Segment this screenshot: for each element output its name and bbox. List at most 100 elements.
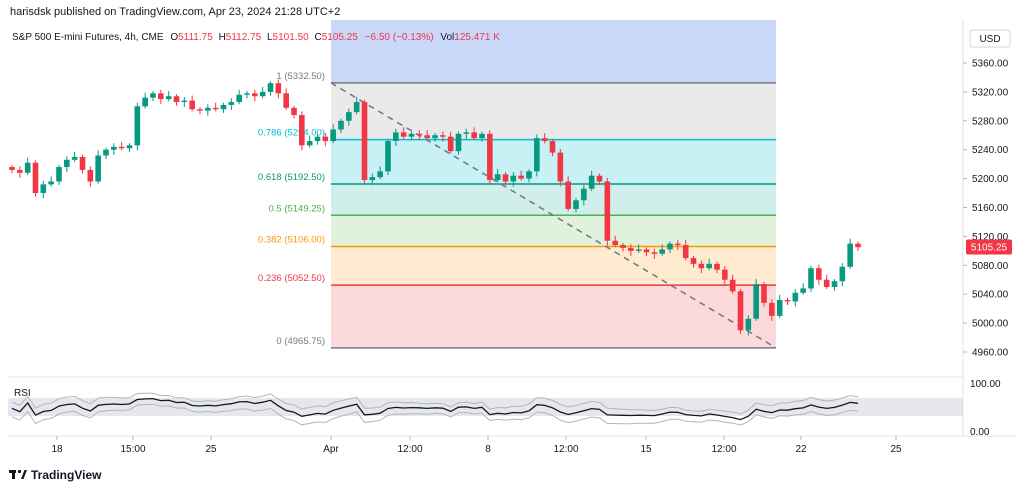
candles <box>9 79 861 336</box>
candle-body <box>612 240 618 246</box>
candle-body <box>698 263 705 269</box>
price-tick-label: 5360.00 <box>972 59 1009 70</box>
candle-body <box>816 268 822 280</box>
price-tick-label: 5000.00 <box>972 319 1009 330</box>
last-price-label: 5105.25 <box>971 243 1008 254</box>
price-tick-label: 5320.00 <box>972 87 1009 98</box>
time-tick-label: 25 <box>205 444 217 455</box>
candle-body <box>338 120 344 130</box>
candle-body <box>361 102 368 181</box>
candle-body <box>502 174 509 182</box>
candle-body <box>722 269 728 280</box>
candle-body <box>393 132 399 142</box>
candle-body <box>252 93 258 97</box>
low-value: 5101.50 <box>273 32 310 43</box>
candle-body <box>588 175 595 189</box>
legend: S&P 500 E-mini Futures, 4h, CME O5111.75… <box>12 32 500 43</box>
svg-text:S&P 500 E-mini Futures, 4h, CM: S&P 500 E-mini Futures, 4h, CME O5111.75… <box>12 32 500 43</box>
fib-lines[interactable] <box>331 82 776 349</box>
time-tick-label: 12:00 <box>711 444 736 455</box>
price-tick-label: 5160.00 <box>972 203 1009 214</box>
candle-body <box>839 266 846 282</box>
candle-body <box>823 279 830 287</box>
candle-body <box>651 252 658 254</box>
candle-body <box>87 169 94 182</box>
high-value: 5112.75 <box>226 32 262 43</box>
time-tick-label: 22 <box>795 444 807 455</box>
currency-label: USD <box>979 34 1000 45</box>
rsi-upper-envelope <box>11 392 859 415</box>
candle-body <box>291 107 297 116</box>
fib-zone-1 <box>331 82 776 140</box>
candle-body <box>596 175 603 182</box>
fib-label-0: 0 (4965.75) <box>276 336 325 347</box>
candle-body <box>729 279 736 292</box>
candle-body <box>808 268 814 289</box>
tradingview-logo[interactable]: TradingView <box>9 468 102 482</box>
candle-body <box>205 107 211 111</box>
time-axis[interactable]: 18 15:00 25 Apr 12:00 8 12:00 15 12:00 22 25 <box>51 436 902 455</box>
candle-body <box>510 175 517 182</box>
candle-body <box>71 156 78 160</box>
candle-body <box>753 284 759 319</box>
time-tick-label: Apr <box>323 444 339 455</box>
candle-body <box>659 249 665 254</box>
candle-body <box>628 247 634 251</box>
candle-body <box>275 83 282 94</box>
candle-body <box>667 243 673 250</box>
rsi-pane[interactable]: RSI 100.00 0.00 <box>8 379 1001 438</box>
candle-body <box>494 174 501 181</box>
fib-top-zone <box>331 20 776 83</box>
candle-body <box>150 93 156 98</box>
symbol-name: S&P 500 E-mini Futures, 4h, CME <box>12 32 164 43</box>
candle-body <box>581 188 587 201</box>
candle-body <box>24 162 31 173</box>
candle-body <box>369 177 376 181</box>
change-value: −6.50 (−0.13%) <box>365 32 434 43</box>
candle-body <box>165 96 172 100</box>
rsi-lower-envelope <box>11 403 859 426</box>
open-label: O <box>170 32 178 43</box>
currency-button[interactable] <box>969 29 1011 48</box>
candle-body <box>855 243 861 248</box>
candle-body <box>189 100 195 110</box>
candle-body <box>761 284 767 303</box>
candle-body <box>95 155 101 182</box>
candle-body <box>565 181 571 209</box>
candle-body <box>142 97 148 107</box>
candle-body <box>424 135 430 139</box>
candle-body <box>40 184 47 194</box>
fib-zone-0.5 <box>331 215 776 247</box>
candle-body <box>706 263 712 269</box>
candle-body <box>64 159 70 168</box>
candle-body <box>620 245 626 248</box>
high-label: H <box>219 32 226 43</box>
candle-body <box>322 136 329 142</box>
candle-body <box>487 133 493 181</box>
candle-body <box>440 135 446 137</box>
candle-body <box>118 146 125 149</box>
candle-body <box>408 133 415 137</box>
price-axis[interactable]: USD 5360.005320.005280.005240.005200.005… <box>963 29 1012 359</box>
candle-body <box>377 171 383 178</box>
candle-body <box>573 200 579 209</box>
price-tick-label: 5120.00 <box>972 232 1009 243</box>
tradingview-icon <box>9 469 27 479</box>
fib-label-0.236: 0.236 (5052.50) <box>258 273 325 284</box>
candle-body <box>518 175 524 179</box>
time-tick-label: 15 <box>640 444 652 455</box>
candle-body <box>259 91 266 97</box>
fib-label-0.618: 0.618 (5192.50) <box>258 172 325 183</box>
published-line: harisdsk published on TradingView.com, A… <box>10 6 340 18</box>
candle-body <box>455 133 462 152</box>
open-value: 5111.75 <box>178 32 213 43</box>
candle-body <box>690 258 697 264</box>
fib-trend-line[interactable] <box>330 82 777 349</box>
candle-body <box>526 171 532 179</box>
candle-body <box>463 132 470 134</box>
vol-value: 125.471 K <box>454 32 500 43</box>
candle-body <box>847 243 853 267</box>
price-tick-label: 5280.00 <box>972 116 1009 127</box>
time-tick-label: 25 <box>890 444 902 455</box>
